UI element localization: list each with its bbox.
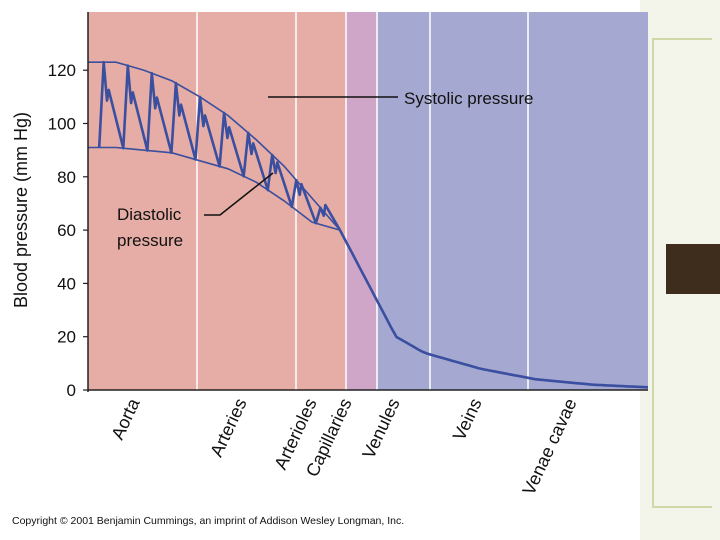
vessel-regions (88, 12, 648, 390)
region-arterial (88, 12, 346, 390)
y-tick-labels: 0 20 40 60 80 100 120 (48, 61, 76, 400)
mean-pressure-line (338, 229, 649, 389)
x-category-label: Venules (358, 395, 403, 462)
chart-grid (196, 12, 529, 390)
diastolic-annotation: Diastolic pressure (117, 205, 186, 250)
x-category-label: Aorta (107, 394, 144, 442)
y-tick-label: 80 (57, 168, 76, 187)
pressure-curves (88, 60, 649, 389)
x-category-label: Arteries (206, 395, 250, 460)
y-tick-label: 0 (67, 381, 76, 400)
y-tick-label: 20 (57, 328, 76, 347)
x-category-label: Veins (449, 395, 486, 443)
slide-tab-decoration (666, 244, 720, 294)
y-tick-label: 120 (48, 61, 76, 80)
y-axis-label: Blood pressure (mm Hg) (11, 112, 31, 308)
y-tick-label: 40 (57, 274, 76, 293)
diastolic-envelope-line (88, 146, 341, 231)
region-venous (377, 12, 648, 390)
copyright-notice: Copyright © 2001 Benjamin Cummings, an i… (12, 515, 405, 527)
x-category-label: Venae cavae (519, 395, 581, 498)
y-tick-label: 100 (48, 115, 76, 134)
systolic-annotation: Systolic pressure (404, 89, 533, 108)
pulse-pressure-wave (97, 60, 342, 231)
slide-frame (652, 38, 712, 508)
region-capillary (346, 12, 377, 390)
y-tick-label: 60 (57, 221, 76, 240)
diastolic-leader-line (204, 172, 274, 216)
chart-axes (83, 12, 648, 392)
